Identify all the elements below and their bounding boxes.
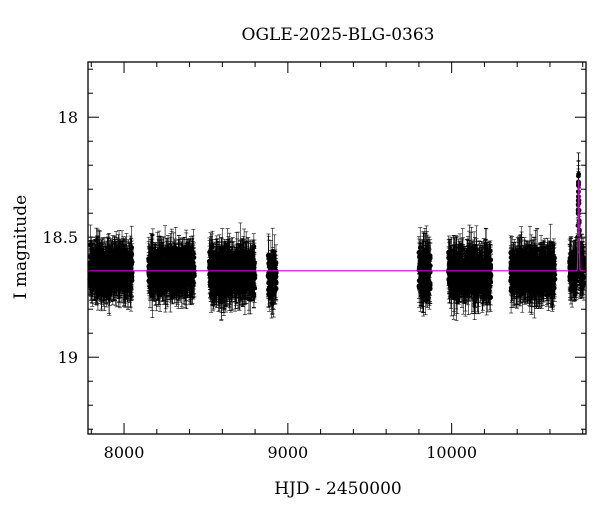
data-marker <box>122 255 127 260</box>
data-layer <box>87 153 586 321</box>
data-marker <box>107 296 112 301</box>
data-marker <box>117 280 122 285</box>
data-marker <box>130 274 135 279</box>
data-marker <box>125 265 130 270</box>
data-marker <box>94 271 99 276</box>
data-marker <box>104 285 109 290</box>
y-axis-label: I magnitude <box>11 195 31 299</box>
data-marker <box>102 255 107 260</box>
data-marker <box>91 275 96 280</box>
data-marker <box>98 263 103 268</box>
data-marker <box>112 260 117 265</box>
data-marker <box>108 273 113 278</box>
data-marker <box>122 278 127 283</box>
data-marker <box>109 251 114 256</box>
x-axis-label: HJD - 2450000 <box>274 479 402 499</box>
chart-title: OGLE-2025-BLG-0363 <box>242 25 435 45</box>
